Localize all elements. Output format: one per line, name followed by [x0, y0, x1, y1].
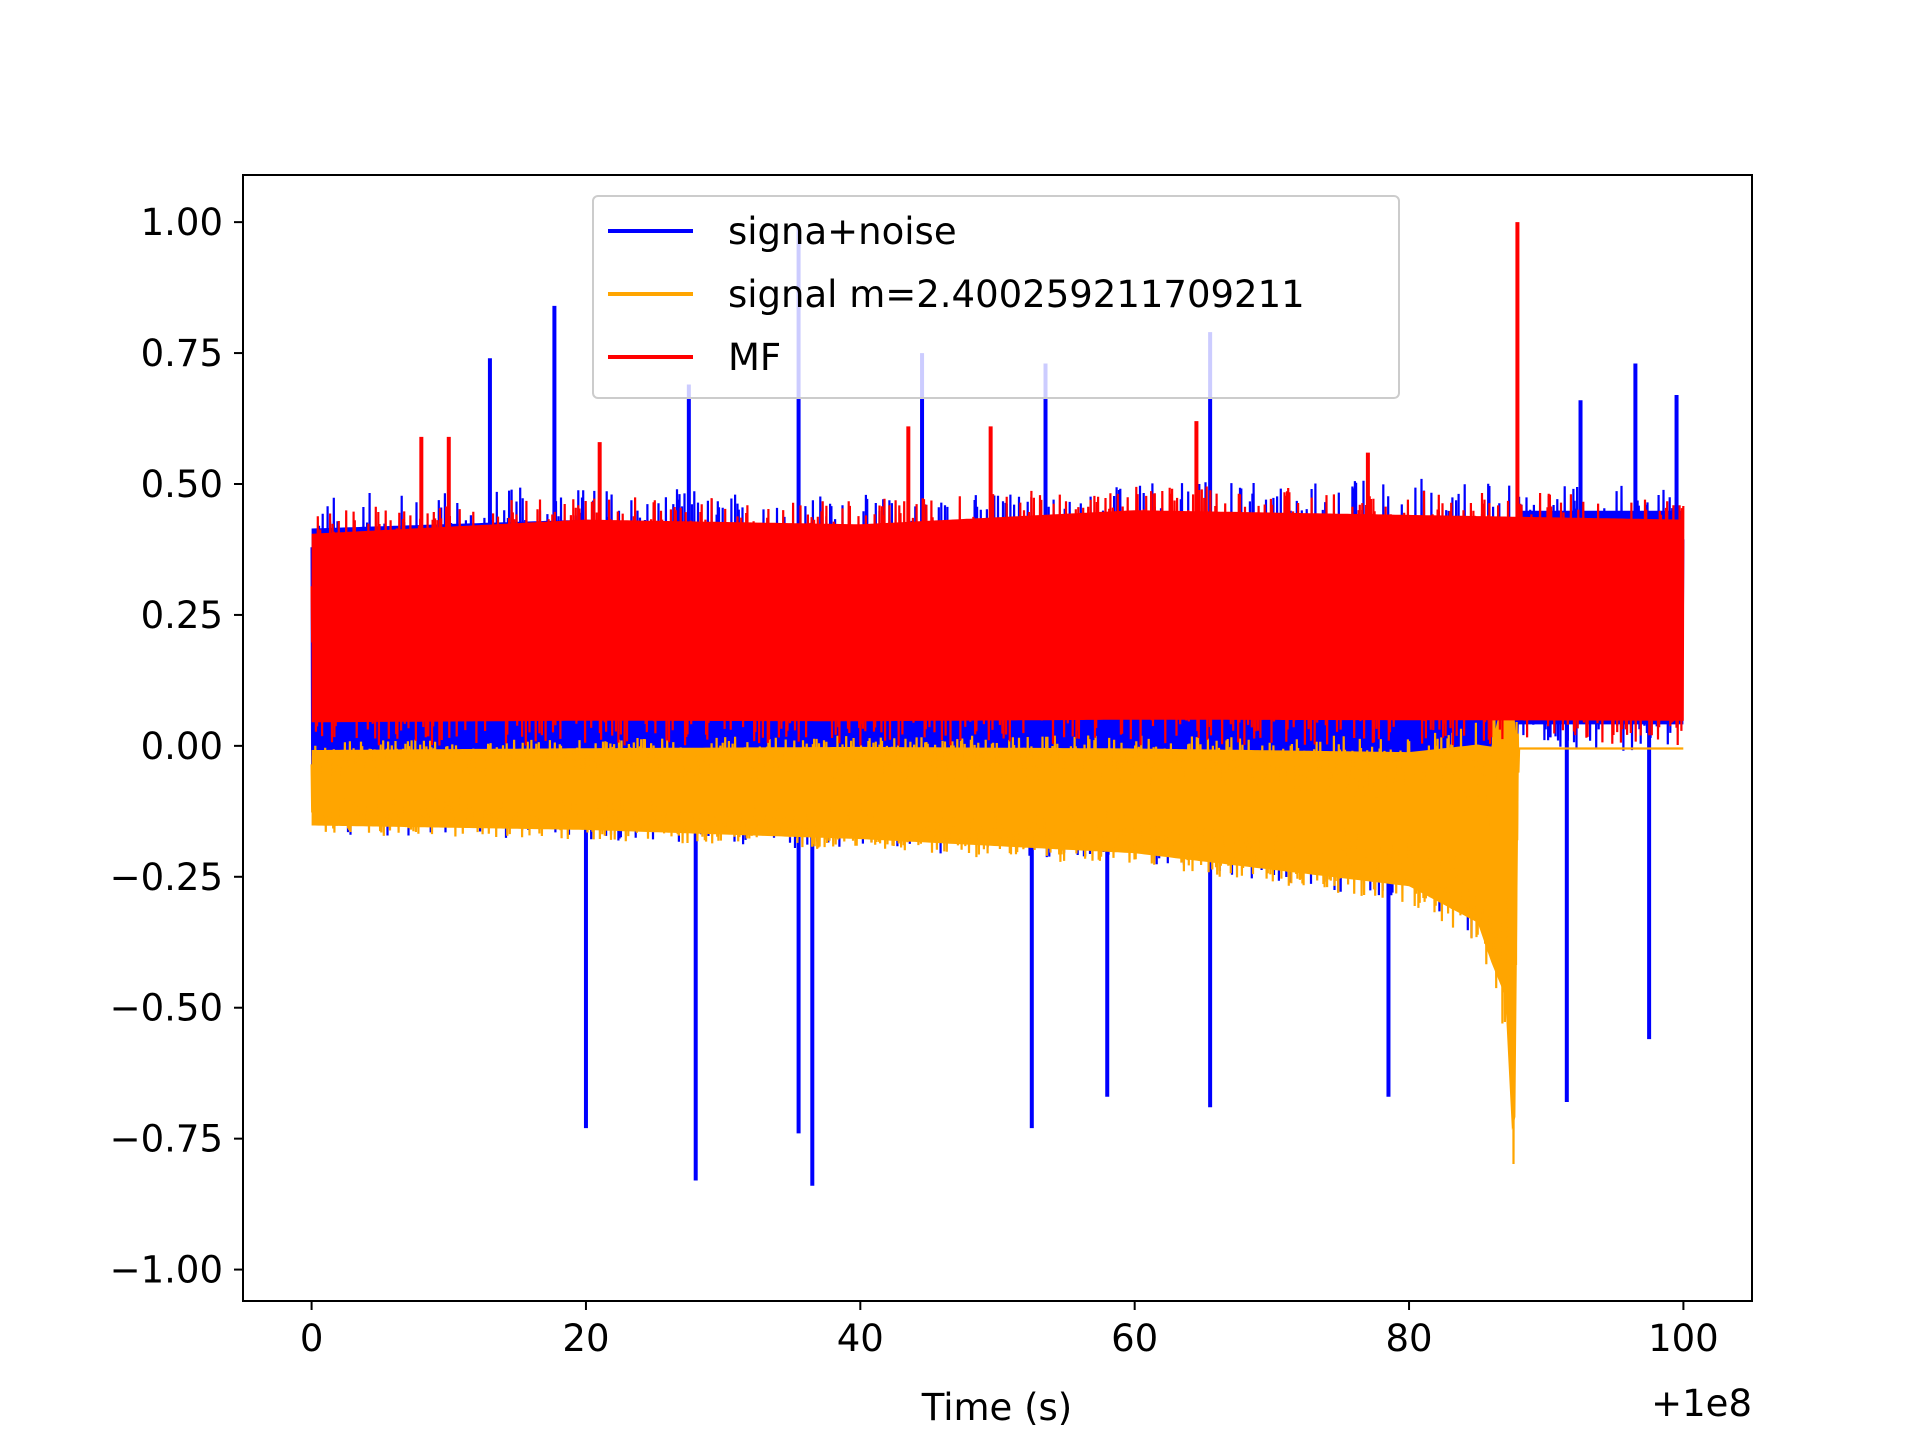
series-2	[310, 222, 1685, 746]
series-1	[310, 672, 1684, 1165]
x-axis: 0 20 40 60 80 100	[300, 1301, 1719, 1360]
y-tick-label-2: 0.50	[141, 463, 223, 506]
x-axis-label: Time (s)	[921, 1386, 1072, 1429]
y-tick-label-6: −0.50	[110, 987, 223, 1030]
legend-label-1: signal m=2.400259211709211	[728, 273, 1305, 316]
x-tick-label-3: 60	[1111, 1317, 1158, 1360]
y-tick-label-1: 0.75	[141, 332, 223, 375]
x-tick-label-1: 20	[562, 1317, 609, 1360]
x-axis-offset-label: +1e8	[1651, 1382, 1752, 1425]
series-layer	[310, 222, 1685, 1186]
legend-label-0: signa+noise	[728, 210, 957, 253]
y-axis: 1.00 0.75 0.50 0.25 0.00 −0.25 −0.50 −0.75 −1.00	[110, 201, 243, 1292]
series-1-line	[310, 703, 1684, 1165]
y-tick-label-4: 0.00	[141, 725, 223, 768]
x-tick-label-2: 40	[837, 1317, 884, 1360]
x-tick-label-4: 80	[1385, 1317, 1432, 1360]
y-tick-label-3: 0.25	[141, 594, 223, 637]
legend-box	[592, 195, 1400, 399]
y-tick-label-0: 1.00	[141, 201, 223, 244]
legend: signa+noise signal m=2.400259211709211 MF	[592, 195, 1400, 399]
x-tick-label-0: 0	[300, 1317, 324, 1360]
legend-label-2: MF	[728, 336, 781, 379]
y-tick-label-8: −1.00	[110, 1249, 223, 1292]
plot-frame	[242, 174, 1753, 1302]
x-tick-label-5: 100	[1648, 1317, 1719, 1360]
series-2-line	[310, 486, 1685, 746]
y-tick-label-5: −0.25	[110, 856, 223, 899]
y-tick-label-7: −0.75	[110, 1118, 223, 1161]
